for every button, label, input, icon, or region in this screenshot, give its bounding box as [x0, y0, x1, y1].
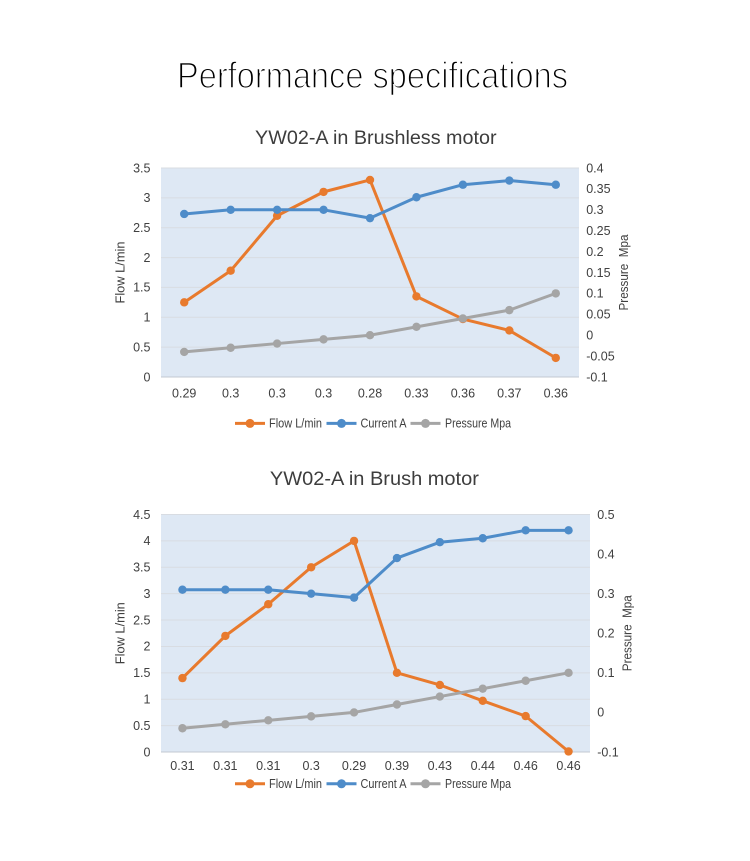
svg-text:0: 0	[144, 745, 151, 759]
svg-text:3.5: 3.5	[133, 161, 150, 175]
svg-text:Pressure Mpa: Pressure Mpa	[621, 595, 635, 671]
svg-text:2: 2	[144, 251, 151, 265]
svg-text:0.31: 0.31	[170, 759, 194, 773]
svg-text:1: 1	[144, 693, 151, 707]
svg-text:-0.1: -0.1	[586, 370, 608, 384]
svg-text:0.1: 0.1	[586, 287, 603, 301]
svg-text:0.5: 0.5	[133, 340, 150, 354]
svg-text:0.37: 0.37	[497, 387, 521, 401]
svg-text:0.36: 0.36	[451, 387, 475, 401]
svg-text:0.29: 0.29	[342, 759, 366, 773]
svg-text:0.46: 0.46	[556, 759, 580, 773]
svg-text:Flow L/min: Flow L/min	[114, 602, 128, 664]
svg-text:Pressure Mpa: Pressure Mpa	[617, 234, 631, 310]
svg-text:0.4: 0.4	[586, 161, 603, 175]
svg-text:Pressure Mpa: Pressure Mpa	[445, 777, 511, 791]
svg-text:0.5: 0.5	[133, 719, 150, 733]
svg-text:0.1: 0.1	[597, 666, 614, 680]
svg-text:1.5: 1.5	[133, 281, 150, 295]
svg-text:4.5: 4.5	[133, 508, 150, 522]
svg-text:0: 0	[144, 370, 151, 384]
svg-text:Performance specifications: Performance specifications	[177, 55, 568, 96]
svg-text:0.5: 0.5	[597, 508, 614, 522]
svg-text:Pressure Mpa: Pressure Mpa	[445, 417, 511, 431]
svg-text:-0.1: -0.1	[597, 745, 619, 759]
svg-text:1.5: 1.5	[133, 666, 150, 680]
svg-text:0.3: 0.3	[597, 587, 614, 601]
svg-text:3: 3	[144, 191, 151, 205]
svg-text:2.5: 2.5	[133, 221, 150, 235]
svg-text:0.3: 0.3	[586, 203, 603, 217]
svg-text:0: 0	[597, 706, 604, 720]
svg-text:0.46: 0.46	[513, 759, 537, 773]
svg-text:2.5: 2.5	[133, 613, 150, 627]
svg-text:0.05: 0.05	[586, 308, 610, 322]
svg-text:0.31: 0.31	[213, 759, 237, 773]
svg-text:4: 4	[144, 534, 151, 548]
svg-text:Flow L/min: Flow L/min	[269, 417, 322, 431]
svg-text:1: 1	[144, 311, 151, 325]
svg-text:0.35: 0.35	[586, 182, 610, 196]
svg-text:0.33: 0.33	[404, 387, 428, 401]
svg-text:YW02-A in Brush motor: YW02-A in Brush motor	[270, 469, 480, 490]
svg-text:YW02-A in Brushless motor: YW02-A in Brushless motor	[255, 128, 497, 149]
svg-text:0.25: 0.25	[586, 224, 610, 238]
svg-text:0.3: 0.3	[268, 387, 285, 401]
svg-text:Current A: Current A	[361, 777, 408, 791]
svg-text:0.3: 0.3	[222, 387, 239, 401]
svg-text:0.43: 0.43	[428, 759, 452, 773]
svg-text:2: 2	[144, 640, 151, 654]
svg-text:0.4: 0.4	[597, 547, 614, 561]
svg-text:0.29: 0.29	[172, 387, 196, 401]
svg-text:0.2: 0.2	[597, 627, 614, 641]
svg-text:0.15: 0.15	[586, 266, 610, 280]
svg-text:0.44: 0.44	[471, 759, 495, 773]
svg-text:0.39: 0.39	[385, 759, 409, 773]
svg-text:0.31: 0.31	[256, 759, 280, 773]
svg-text:-0.05: -0.05	[586, 349, 615, 363]
svg-text:0.2: 0.2	[586, 245, 603, 259]
svg-text:3: 3	[144, 587, 151, 601]
svg-text:0.3: 0.3	[302, 759, 319, 773]
svg-text:3.5: 3.5	[133, 561, 150, 575]
svg-text:0.3: 0.3	[315, 387, 332, 401]
svg-text:0.36: 0.36	[544, 387, 568, 401]
svg-text:Current A: Current A	[361, 417, 408, 431]
svg-text:0.28: 0.28	[358, 387, 382, 401]
svg-text:0: 0	[586, 329, 593, 343]
svg-text:Flow L/min: Flow L/min	[269, 777, 322, 791]
svg-text:Flow L/min: Flow L/min	[114, 241, 128, 303]
